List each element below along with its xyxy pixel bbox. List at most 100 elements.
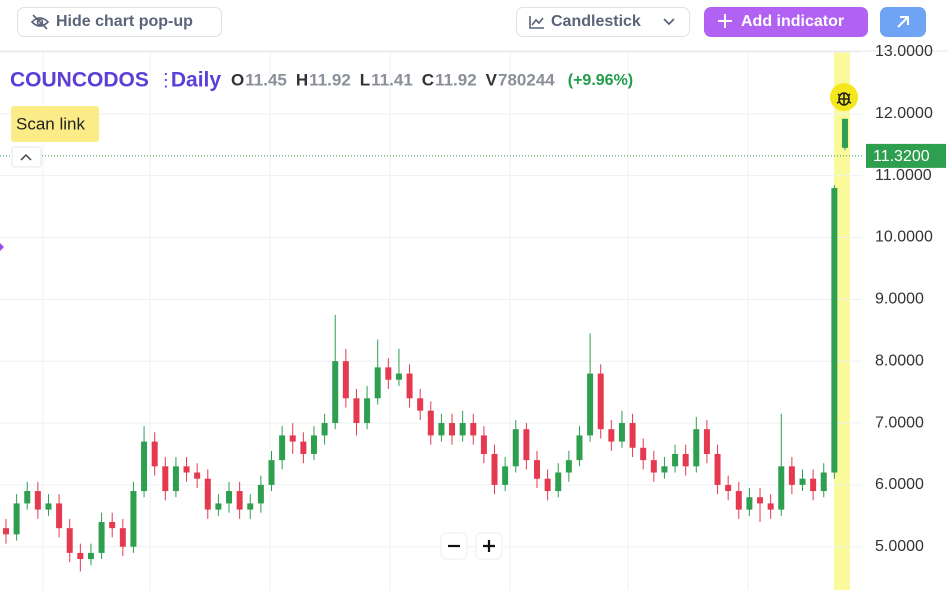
candle-body	[820, 472, 827, 492]
candle-body	[757, 497, 764, 504]
candle-body	[682, 453, 689, 467]
candles	[3, 118, 848, 572]
candle-body	[576, 435, 583, 461]
ohlcv-key: C	[422, 70, 434, 89]
candle-body	[459, 423, 466, 436]
y-tick-label: 5.0000	[875, 538, 924, 555]
marker	[0, 243, 4, 251]
candle-body	[810, 478, 817, 492]
grid: 5.0000 6.0000 7.0000 8.0000 9.0000 10.0000 11.…	[0, 43, 946, 555]
candle-body	[778, 466, 785, 510]
candle-body	[502, 466, 509, 485]
candle-body	[512, 429, 519, 467]
candle-body	[449, 423, 456, 436]
scan-link-bg[interactable]	[11, 106, 99, 142]
candle-body	[162, 466, 169, 492]
candle-body	[534, 460, 540, 479]
y-tick-label: 13.0000	[875, 43, 933, 60]
candle-body	[364, 398, 371, 424]
y-tick-label: 10.0000	[875, 229, 933, 246]
candle-body	[279, 435, 286, 461]
candle-body	[703, 429, 710, 454]
hide-popup-button[interactable]: Hide chart pop-up	[17, 7, 222, 37]
candle-body	[799, 478, 806, 485]
symbol: COUNCODOS	[10, 69, 149, 92]
candle-body	[194, 472, 201, 479]
chart-type-button[interactable]: Candlestick	[516, 7, 690, 37]
candle-body	[597, 373, 604, 430]
candle-body	[77, 552, 84, 560]
chart-icon	[529, 16, 544, 29]
last-price-label: 11.3200	[873, 148, 930, 165]
label: Hide chart pop-up	[56, 13, 193, 30]
plus-icon	[718, 14, 732, 28]
candle-body	[831, 188, 838, 473]
candle-body	[555, 472, 562, 492]
candle-body	[98, 521, 105, 553]
ohlcv-key: L	[360, 70, 370, 89]
candle-body	[417, 398, 424, 411]
interval: Daily	[171, 69, 222, 92]
arrow-icon	[897, 16, 909, 28]
label: Candlestick	[551, 13, 641, 30]
collapse-button[interactable]	[11, 146, 42, 168]
candle-body	[342, 361, 349, 399]
candle-body	[226, 491, 233, 504]
candle-body	[608, 429, 615, 442]
candle-body	[395, 373, 402, 380]
candle-body	[480, 435, 487, 454]
change: (+9.96%)	[568, 72, 633, 89]
candle-body	[470, 423, 477, 436]
candle-body	[788, 466, 795, 485]
y-tick-label: 6.0000	[875, 476, 924, 493]
candle-body	[565, 460, 572, 473]
candle-body	[491, 453, 498, 485]
candle-body	[841, 118, 848, 148]
candle-body	[3, 528, 9, 535]
candle-body	[236, 491, 243, 510]
vertical-grid	[42, 52, 749, 590]
bug-icon	[836, 92, 852, 106]
candle-body	[151, 441, 158, 467]
y-tick-label: 12.0000	[875, 105, 933, 122]
candle-body	[172, 466, 179, 492]
ohlcv-key: H	[296, 70, 308, 89]
highlight-band	[834, 52, 850, 590]
ohlcv-value: 11.92	[309, 70, 351, 89]
candle-body	[45, 503, 52, 510]
ohlcv-key: V	[486, 70, 498, 89]
candle-body	[141, 441, 148, 492]
candle-body	[693, 429, 700, 467]
candle-body	[66, 528, 73, 553]
candle-body	[523, 429, 530, 461]
candle-body	[746, 497, 753, 510]
candle-body	[767, 503, 774, 510]
collapse-icon	[20, 153, 32, 161]
ohlcv-value: 11.92	[435, 70, 477, 89]
candle-body	[629, 423, 636, 448]
eye-off-icon	[31, 14, 49, 30]
candle-body	[735, 491, 742, 510]
header: COUNCODOS ⋮Daily O 11.45 H 11.92 L 11.41 C 11.92 V…	[10, 69, 633, 92]
scan-link[interactable]: Scan link	[16, 114, 85, 133]
candle-body	[289, 435, 296, 442]
candle-body	[385, 367, 392, 380]
candle-body	[310, 435, 317, 454]
candle-body	[24, 491, 31, 504]
candle-body	[257, 484, 264, 504]
candle-body	[618, 423, 625, 442]
candle-body	[119, 528, 126, 547]
candle-body	[204, 478, 211, 510]
candle-body	[56, 503, 63, 529]
candle-body	[661, 466, 668, 473]
candle-body	[714, 453, 721, 485]
expand-button[interactable]	[880, 7, 926, 37]
candle-body	[247, 503, 254, 510]
ohlcv-key: O	[231, 70, 244, 89]
candle-body	[650, 460, 657, 473]
candle-body	[183, 466, 190, 473]
add-indicator-button[interactable]: Add indicator	[704, 7, 868, 37]
candle-body	[130, 491, 137, 547]
